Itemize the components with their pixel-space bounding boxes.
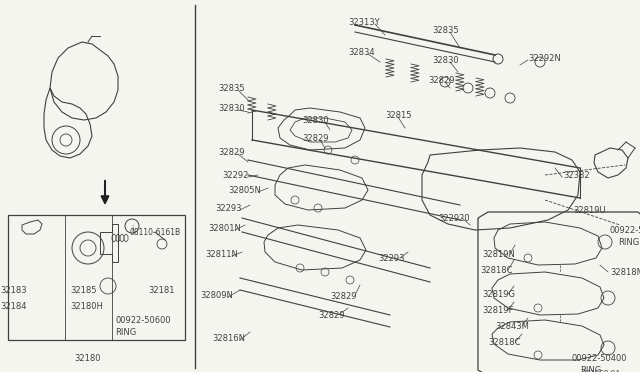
Text: 32382: 32382	[563, 171, 589, 180]
Text: RING: RING	[618, 238, 639, 247]
Text: 32843M: 32843M	[495, 322, 529, 331]
Text: 32829: 32829	[318, 311, 344, 320]
Text: 32818C: 32818C	[480, 266, 513, 275]
Text: 32292: 32292	[222, 171, 248, 180]
Text: 32829: 32829	[428, 76, 454, 85]
Text: 32184: 32184	[0, 302, 26, 311]
Text: 32829: 32829	[330, 292, 356, 301]
Text: 00922-50400: 00922-50400	[572, 354, 627, 363]
Text: 32835: 32835	[432, 26, 459, 35]
Text: 32829: 32829	[302, 134, 328, 143]
Text: 00922-50600: 00922-50600	[115, 316, 171, 325]
Text: 32819G: 32819G	[482, 290, 515, 299]
Text: A328C0.04: A328C0.04	[582, 370, 620, 372]
Text: 32835: 32835	[218, 84, 244, 93]
Text: 32805N: 32805N	[228, 186, 261, 195]
Text: 322920: 322920	[438, 214, 470, 223]
Text: RING: RING	[115, 328, 136, 337]
Text: 32818M: 32818M	[610, 268, 640, 277]
Text: 32819U: 32819U	[573, 206, 605, 215]
Text: 32830: 32830	[432, 56, 459, 65]
Text: 32830: 32830	[218, 104, 244, 113]
Text: RING: RING	[580, 366, 601, 372]
Text: 32293: 32293	[215, 204, 241, 213]
Text: 32180H: 32180H	[70, 302, 103, 311]
Text: 32818C: 32818C	[488, 338, 520, 347]
Text: 32819N: 32819N	[482, 250, 515, 259]
Text: 32313Y: 32313Y	[348, 18, 380, 27]
Text: 32801N: 32801N	[208, 224, 241, 233]
Text: 32180: 32180	[75, 354, 101, 363]
Text: 32292N: 32292N	[528, 54, 561, 63]
Text: 32815: 32815	[385, 111, 412, 120]
Text: 32293: 32293	[378, 254, 404, 263]
Text: 08110-6161B: 08110-6161B	[130, 228, 181, 237]
Text: 00922-50400: 00922-50400	[610, 226, 640, 235]
Text: i: i	[131, 225, 133, 234]
Text: 32809N: 32809N	[200, 291, 233, 300]
Text: 32816N: 32816N	[212, 334, 245, 343]
Text: 32829: 32829	[218, 148, 244, 157]
Text: 32834: 32834	[348, 48, 374, 57]
Text: 32185: 32185	[70, 286, 97, 295]
Text: 32811N: 32811N	[205, 250, 238, 259]
Text: 32830: 32830	[302, 116, 328, 125]
Text: 32183: 32183	[0, 286, 27, 295]
Text: 32819F: 32819F	[482, 306, 513, 315]
Text: 32181: 32181	[148, 286, 175, 295]
